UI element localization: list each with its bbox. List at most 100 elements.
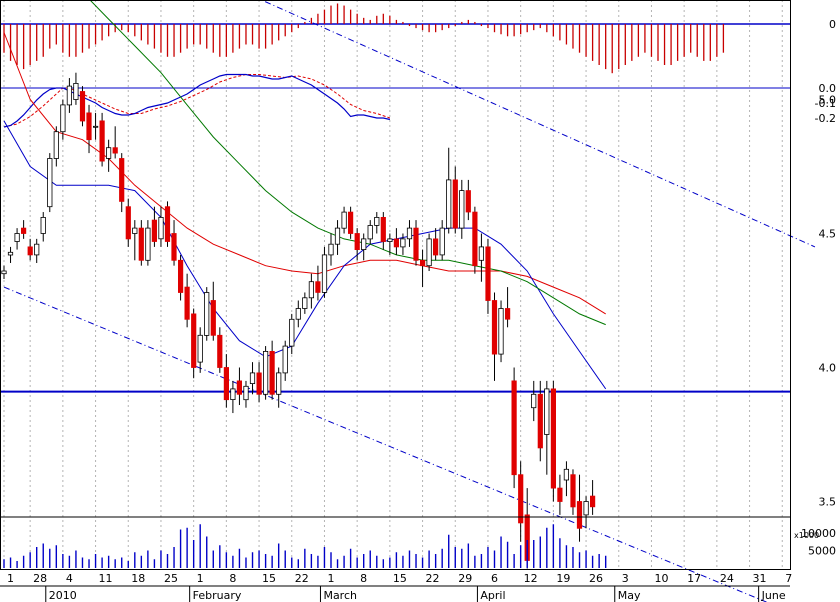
price-y-tick: 4.0 [819, 362, 837, 375]
candle-body [256, 372, 262, 395]
candle-body [452, 179, 458, 229]
candle-body [158, 216, 164, 240]
price-y-tick: 4.5 [819, 228, 837, 241]
candle-body [498, 308, 504, 355]
x-tick-label: 1 [7, 572, 14, 585]
candle [66, 78, 72, 113]
candle [1, 265, 7, 280]
x-tick-label: 8 [229, 572, 236, 585]
candle-body [79, 91, 86, 122]
candle [79, 86, 86, 127]
candle-body [289, 318, 295, 347]
candle-body [465, 190, 471, 213]
candle [393, 228, 400, 255]
candle-body [302, 297, 308, 309]
candle [472, 206, 478, 274]
candle-body [191, 313, 197, 368]
candle-body [590, 495, 596, 508]
candle [60, 99, 66, 140]
candle-body [511, 380, 517, 476]
candle [485, 238, 491, 314]
candle [249, 362, 256, 395]
candle-body [230, 388, 236, 400]
candle-body [354, 233, 360, 251]
candle [7, 246, 14, 263]
volume-multiplier-label: x1000 [794, 531, 819, 540]
candle [269, 340, 275, 400]
candle-body [86, 112, 92, 141]
x-tick-label: 15 [262, 572, 276, 585]
candle [413, 220, 419, 266]
candle [361, 233, 367, 261]
candle [138, 220, 144, 266]
period-label: June [761, 589, 786, 602]
candle-body [531, 393, 537, 409]
candle [191, 308, 197, 379]
candle [498, 300, 504, 363]
candle [452, 166, 458, 234]
candle-body [341, 211, 347, 229]
x-tick-label: 31 [753, 572, 767, 585]
period-label: March [323, 589, 357, 602]
candle-body [413, 227, 419, 261]
x-tick-label: 6 [491, 572, 498, 585]
candle [177, 254, 184, 301]
candle [563, 461, 570, 497]
candle [478, 233, 485, 282]
candle-body [1, 270, 7, 275]
period-label: May [618, 589, 641, 602]
candle-body [132, 227, 138, 234]
x-tick-label: 22 [426, 572, 440, 585]
candle [282, 340, 288, 381]
candle [262, 346, 269, 400]
candle [204, 287, 210, 341]
candle-body [491, 300, 498, 355]
candle-body [243, 385, 249, 401]
candle-body [563, 468, 570, 481]
candle-body [328, 243, 334, 256]
x-tick-label: 28 [33, 572, 47, 585]
candle-body [60, 104, 66, 133]
candle-body [145, 227, 151, 261]
candle-body [367, 225, 373, 240]
candle [197, 327, 203, 373]
candle-body [432, 238, 439, 256]
oscillator-y-tick: 0.0 [819, 82, 837, 95]
candle [590, 480, 596, 515]
price-y-tick: 5.0 [819, 94, 837, 107]
candle-body [472, 211, 478, 267]
period-label: April [480, 589, 505, 602]
candle [289, 313, 295, 355]
candle [426, 233, 432, 272]
histogram-y-tick: 0 [829, 18, 836, 31]
candle [531, 380, 537, 422]
candle-body [400, 238, 406, 248]
candle [511, 367, 517, 489]
candle-body [171, 233, 177, 261]
candle-body [184, 286, 190, 320]
candle-body [459, 190, 465, 229]
candle [158, 206, 164, 247]
x-tick-label: 24 [720, 572, 734, 585]
candle-body [347, 211, 354, 234]
candle [406, 220, 413, 247]
moving-average-line [3, 120, 607, 390]
candle [151, 206, 157, 247]
candle-body [204, 292, 210, 336]
candle-body [47, 158, 53, 208]
candle-body [315, 281, 321, 293]
candle [518, 461, 524, 542]
candle-body [197, 334, 203, 363]
volume-panel [3, 524, 607, 568]
candle-body [406, 227, 413, 240]
candle-body [374, 216, 380, 226]
candle [367, 220, 373, 245]
x-axis-labels: 1 28 4 11 18 25 1 8 15 22 1 8 15 22 29 6 12 19 26 3 10 17 24 31… [7, 572, 792, 602]
candle-body [7, 251, 14, 256]
candle [328, 233, 334, 266]
candle-body [53, 131, 59, 159]
candle [236, 367, 242, 406]
candle-body [321, 254, 328, 293]
candle [446, 147, 452, 234]
